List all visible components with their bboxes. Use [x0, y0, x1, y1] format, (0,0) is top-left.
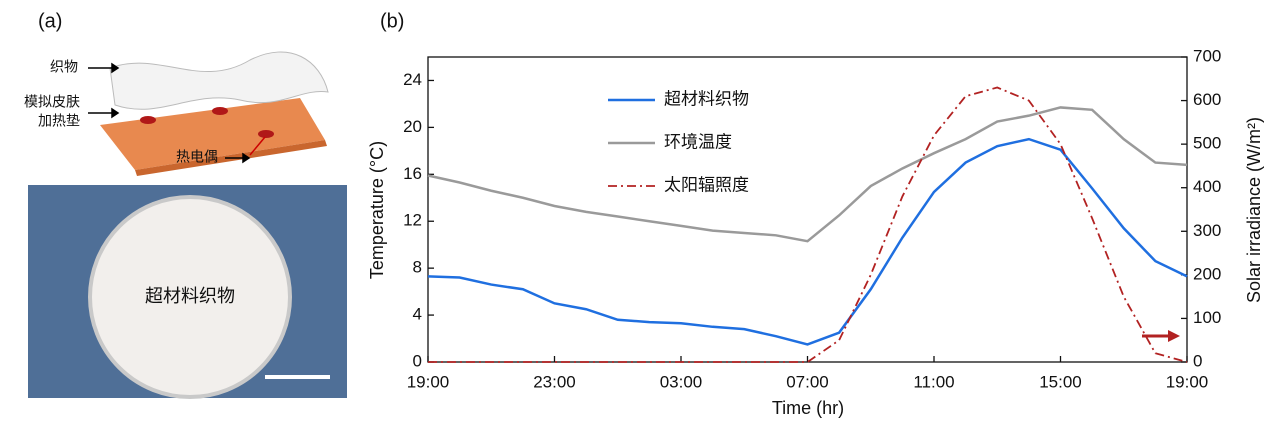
photo-text: 超材料织物 — [145, 286, 235, 306]
arrows — [88, 62, 266, 164]
fabric-label: 织物 — [50, 59, 78, 75]
heater-label: 加热垫 — [38, 113, 80, 129]
thermocouple-dot — [212, 107, 228, 115]
series-line — [427, 106, 1188, 243]
y-tick-label: 16 — [403, 164, 422, 183]
y-axis-title: Temperature (°C) — [367, 141, 387, 279]
panel-label: (b) — [380, 10, 404, 32]
y-tick-label: 20 — [403, 117, 422, 136]
y2-tick-label: 700 — [1193, 46, 1221, 65]
y2-tick-label: 0 — [1193, 351, 1202, 370]
axis-indicator-arrowhead — [1168, 330, 1180, 342]
series-line — [428, 86, 1188, 363]
x-tick-label: 19:00 — [407, 372, 450, 391]
panel-label: (a) — [38, 10, 62, 32]
legend-label: 环境温度 — [664, 132, 732, 151]
y2-tick-label: 400 — [1193, 177, 1221, 196]
heating-pad — [100, 98, 325, 170]
y-tick-label: 8 — [413, 258, 422, 277]
x-tick-label: 19:00 — [1166, 372, 1209, 391]
thermocouple-label: 热电偶 — [176, 149, 218, 165]
y2-tick-label: 300 — [1193, 221, 1221, 240]
x-axis-title: Time (hr) — [772, 398, 844, 418]
y-tick-label: 24 — [403, 70, 422, 89]
thermocouple-dot — [258, 130, 274, 138]
y2-tick-label: 200 — [1193, 264, 1221, 283]
y-tick-label: 12 — [403, 211, 422, 230]
legend-label: 超材料织物 — [664, 89, 749, 108]
y2-tick-label: 100 — [1193, 308, 1221, 327]
x-tick-label: 11:00 — [913, 372, 954, 391]
skin-label: 模拟皮肤 — [24, 94, 80, 110]
series-line — [427, 137, 1188, 346]
thermocouple-dot — [140, 116, 156, 124]
legend-label: 太阳辐照度 — [664, 175, 749, 194]
y-tick-label: 4 — [413, 305, 422, 324]
y-tick-label: 0 — [413, 351, 422, 370]
y2-tick-label: 500 — [1193, 134, 1221, 153]
y2-tick-label: 600 — [1193, 90, 1221, 109]
x-tick-label: 07:00 — [786, 372, 829, 391]
y2-axis-title: Solar irradiance (W/m²) — [1244, 117, 1264, 303]
x-tick-label: 03:00 — [660, 372, 703, 391]
x-tick-label: 23:00 — [533, 372, 576, 391]
x-tick-label: 15:00 — [1039, 372, 1082, 391]
fabric-shape — [109, 51, 329, 110]
plot-frame — [427, 56, 1188, 363]
fabric-sample — [88, 195, 292, 399]
